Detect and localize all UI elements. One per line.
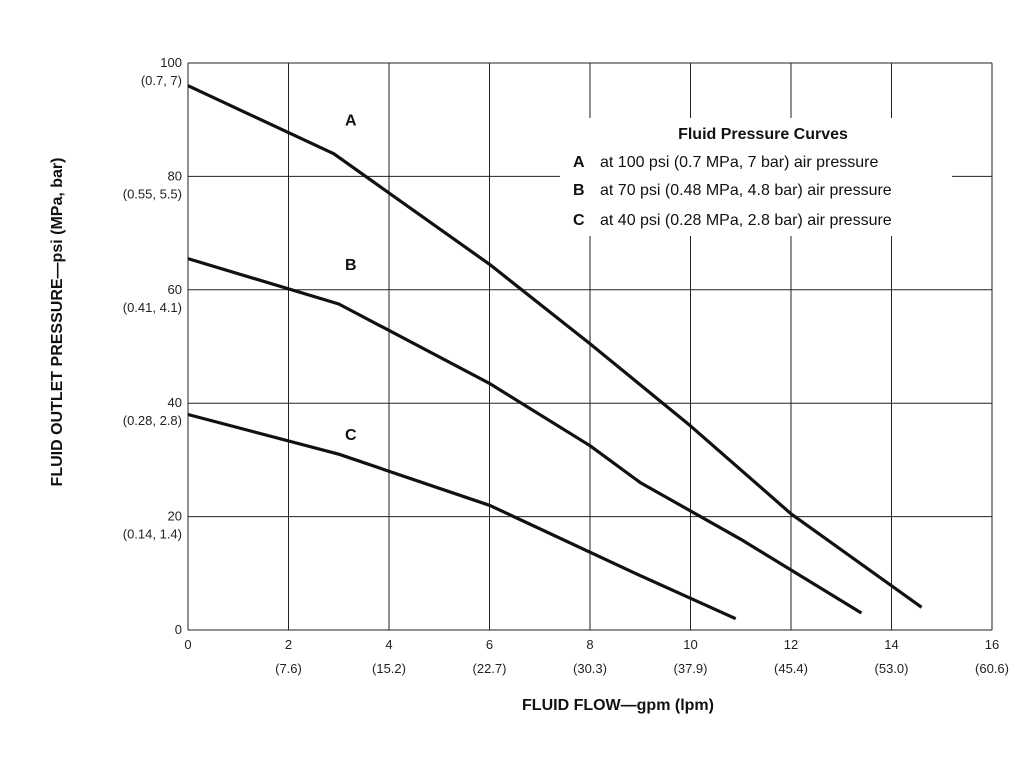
curve-a xyxy=(187,84,923,609)
y-tick-sublabel: (0.7, 7) xyxy=(141,73,182,88)
x-tick-sublabel: (45.4) xyxy=(774,661,808,676)
x-tick-label: 12 xyxy=(784,637,798,652)
legend-key-a: A xyxy=(573,154,585,171)
tick-labels: 0 2 (7.6) 4 (15.2) 6 (22.7) 8 (30.3) 10 (37.9) 12 (4… xyxy=(123,55,1009,676)
legend-background xyxy=(560,118,952,236)
y-tick-label: 40 xyxy=(168,395,182,410)
x-axis-title: FLUID FLOW—gpm (lpm) xyxy=(522,697,714,714)
curve-label-b: B xyxy=(345,257,357,274)
curve-label-background xyxy=(338,254,363,275)
x-tick-label: 0 xyxy=(184,637,191,652)
x-tick-sublabel: (22.7) xyxy=(473,661,507,676)
y-tick-label: 0 xyxy=(175,622,182,637)
x-tick-sublabel: (60.6) xyxy=(975,661,1009,676)
x-tick-label: 10 xyxy=(683,637,697,652)
curve-b xyxy=(187,257,863,615)
x-tick-sublabel: (15.2) xyxy=(372,661,406,676)
curve-labels: A B C xyxy=(338,110,363,446)
y-tick-sublabel: (0.28, 2.8) xyxy=(123,413,182,428)
legend-key-b: B xyxy=(573,182,585,199)
y-tick-label: 80 xyxy=(168,168,182,183)
y-tick-sublabel: (0.55, 5.5) xyxy=(123,186,182,201)
legend-entry-a: A at 100 psi (0.7 MPa, 7 bar) air pressu… xyxy=(573,154,878,171)
legend-entry-b: B at 70 psi (0.48 MPa, 4.8 bar) air pres… xyxy=(573,182,892,199)
x-tick-sublabel: (53.0) xyxy=(875,661,909,676)
x-tick-label: 4 xyxy=(385,637,392,652)
x-tick-label: 6 xyxy=(486,637,493,652)
x-tick-sublabel: (7.6) xyxy=(275,661,302,676)
legend-title: Fluid Pressure Curves xyxy=(678,126,848,143)
y-tick-label: 100 xyxy=(160,55,182,70)
x-tick-label: 2 xyxy=(285,637,292,652)
legend-text-a: at 100 psi (0.7 MPa, 7 bar) air pressure xyxy=(600,154,878,171)
curves xyxy=(187,84,923,621)
legend-text-b: at 70 psi (0.48 MPa, 4.8 bar) air pressu… xyxy=(600,182,892,199)
x-tick-sublabel: (37.9) xyxy=(674,661,708,676)
curve-label-background xyxy=(338,110,363,131)
legend-text-c: at 40 psi (0.28 MPa, 2.8 bar) air pressu… xyxy=(600,212,892,229)
curve-label-background xyxy=(338,425,363,446)
y-axis-title: FLUID OUTLET PRESSURE—psi (MPa, bar) xyxy=(49,158,66,487)
legend-key-c: C xyxy=(573,212,585,229)
legend: Fluid Pressure Curves A at 100 psi (0.7 … xyxy=(560,118,952,236)
x-tick-label: 8 xyxy=(586,637,593,652)
x-tick-label: 14 xyxy=(884,637,898,652)
legend-entry-c: C at 40 psi (0.28 MPa, 2.8 bar) air pres… xyxy=(573,212,892,229)
y-tick-sublabel: (0.41, 4.1) xyxy=(123,300,182,315)
y-tick-label: 60 xyxy=(168,282,182,297)
curve-c xyxy=(187,412,737,621)
y-tick-label: 20 xyxy=(168,509,182,524)
x-tick-sublabel: (30.3) xyxy=(573,661,607,676)
curve-label-c: C xyxy=(345,427,357,444)
x-tick-label: 16 xyxy=(985,637,999,652)
curve-label-a: A xyxy=(345,112,357,129)
y-tick-sublabel: (0.14, 1.4) xyxy=(123,527,182,542)
